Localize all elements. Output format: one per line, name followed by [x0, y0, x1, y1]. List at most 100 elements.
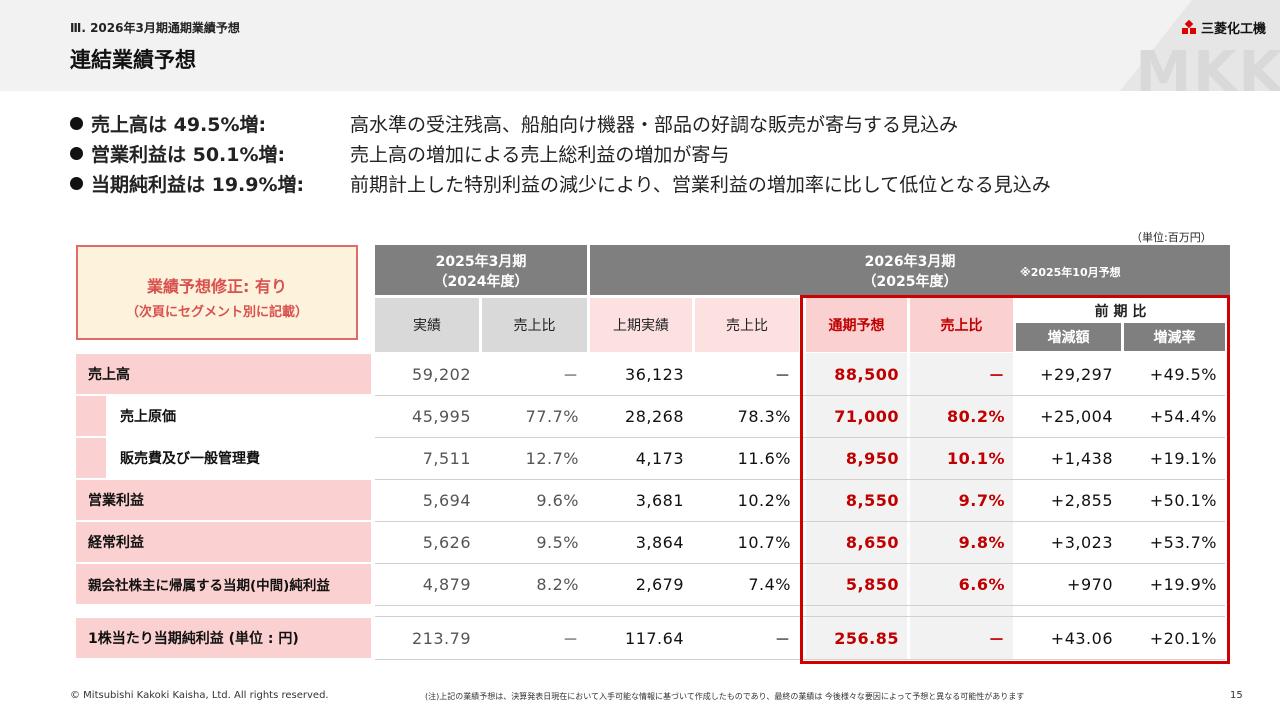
- revision-note: （次頁にセグメント別に記載）: [125, 305, 308, 320]
- cell-diff: +1,438: [1050, 448, 1113, 468]
- disclaimer-note: (注)上記の業績予想は、決算発表日現在において入手可能な情報に基づいて作成したも…: [425, 692, 1025, 701]
- cell-rate: +19.1%: [1149, 448, 1217, 468]
- summary-bullets: 売上高は 49.5%増: 高水準の受注残高、船舶向け機器・部品の好調な販売が寄与…: [70, 108, 1051, 198]
- cell-rate: +49.5%: [1149, 364, 1217, 384]
- cell-forecast: 256.85: [834, 628, 899, 648]
- revision-box: 業績予想修正: 有り （次頁にセグメント別に記載）: [76, 245, 358, 340]
- page-number: 15: [1230, 690, 1243, 701]
- row-label: 売上原価: [100, 396, 371, 436]
- cell-h1-actual: 36,123: [625, 364, 684, 384]
- cell-ratio-2: 11.6%: [737, 448, 791, 468]
- cell-diff: +43.06: [1050, 628, 1113, 648]
- bullet-desc: 前期計上した特別利益の減少により、営業利益の増加率に比して低位となる見込み: [350, 173, 1051, 196]
- cell-ratio-3: 9.7%: [958, 490, 1005, 510]
- cell-h1-actual: 4,173: [635, 448, 684, 468]
- cell-actual: 59,202: [412, 364, 471, 384]
- cell-ratio-2: 78.3%: [737, 406, 791, 426]
- cell-ratio-2: 10.7%: [737, 532, 791, 552]
- unit-note: （単位:百万円）: [1131, 231, 1212, 244]
- bullet-item: 営業利益は 50.1%増: 売上高の増加による売上総利益の増加が寄与: [70, 138, 1051, 168]
- cell-h1-actual: 3,864: [635, 532, 684, 552]
- cell-forecast: 71,000: [834, 406, 899, 426]
- cell-diff: +970: [1067, 574, 1113, 594]
- col-diff: 増減額: [1016, 323, 1121, 351]
- row-label: 販売費及び一般管理費: [100, 438, 371, 478]
- company-logo: 三菱化工機: [1181, 18, 1266, 37]
- col-h1-actual: 上期実績: [590, 298, 692, 352]
- cell-ratio-1: 9.5%: [536, 532, 579, 552]
- bullet-desc: 売上高の増加による売上総利益の増加が寄与: [350, 143, 730, 166]
- cell-actual: 7,511: [422, 448, 471, 468]
- cell-actual: 45,995: [412, 406, 471, 426]
- cell-ratio-3: 10.1%: [946, 448, 1005, 468]
- bullet-dot-icon: [70, 116, 83, 130]
- row-label: 売上高: [76, 354, 371, 394]
- cell-forecast: 5,850: [845, 574, 899, 594]
- three-diamonds-icon: [1181, 21, 1196, 35]
- cell-forecast: 8,650: [845, 532, 899, 552]
- col-actual: 実績: [375, 298, 479, 352]
- cell-ratio-2: －: [774, 366, 791, 385]
- group-header-fy2025: 2025年3月期 （2024年度）: [375, 245, 587, 295]
- revision-title: 業績予想修正: 有り: [147, 277, 287, 296]
- cell-ratio-1: 12.7%: [525, 448, 579, 468]
- forecast-col-bg: [806, 353, 907, 660]
- col-ratio-2: 売上比: [695, 298, 799, 352]
- cell-ratio-2: 7.4%: [748, 574, 791, 594]
- cell-ratio-3: －: [988, 630, 1005, 649]
- row-label: 1株当たり当期純利益 (単位 : 円): [76, 618, 371, 658]
- cell-rate: +19.9%: [1149, 574, 1217, 594]
- cell-diff: +2,855: [1050, 490, 1113, 510]
- cell-rate: +54.4%: [1149, 406, 1217, 426]
- watermark: MKK: [1135, 40, 1280, 91]
- row-label: 経常利益: [76, 522, 371, 562]
- cell-actual: 4,879: [422, 574, 471, 594]
- cell-diff: +25,004: [1040, 406, 1113, 426]
- col-ratio-3: 売上比: [910, 298, 1013, 352]
- bullet-desc: 高水準の受注残高、船舶向け機器・部品の好調な販売が寄与する見込み: [350, 113, 959, 136]
- cell-ratio-1: －: [562, 630, 579, 649]
- copyright: © Mitsubishi Kakoki Kaisha, Ltd. All rig…: [70, 690, 329, 701]
- cell-h1-actual: 2,679: [635, 574, 684, 594]
- cell-ratio-3: 6.6%: [958, 574, 1005, 594]
- cell-ratio-3: 80.2%: [946, 406, 1005, 426]
- cell-ratio-1: 9.6%: [536, 490, 579, 510]
- cell-ratio-2: －: [774, 630, 791, 649]
- bullet-key: 売上高は 49.5%増:: [91, 113, 267, 136]
- cell-ratio-1: 77.7%: [525, 406, 579, 426]
- cell-diff: +29,297: [1040, 364, 1113, 384]
- cell-forecast: 8,550: [845, 490, 899, 510]
- cell-rate: +50.1%: [1149, 490, 1217, 510]
- group-fy2026-line1: 2026年3月期: [864, 254, 956, 270]
- cell-ratio-1: 8.2%: [536, 574, 579, 594]
- col-ratio-1: 売上比: [482, 298, 587, 352]
- cell-actual: 5,626: [422, 532, 471, 552]
- page-title: 連結業績予想: [70, 48, 196, 72]
- col-forecast: 通期予想: [806, 298, 907, 352]
- group-fy2026-line2: （2025年度）: [862, 274, 958, 290]
- cell-actual: 213.79: [412, 628, 471, 648]
- cell-diff: +3,023: [1050, 532, 1113, 552]
- bullet-key: 営業利益は 50.1%増:: [91, 143, 286, 166]
- col-rate: 増減率: [1124, 323, 1225, 351]
- indent-bar: [76, 438, 100, 478]
- header-band: MKK Ⅲ. 2026年3月期通期業績予想 連結業績予想 三菱化工機: [0, 0, 1280, 91]
- cell-h1-actual: 3,681: [635, 490, 684, 510]
- cell-rate: +53.7%: [1149, 532, 1217, 552]
- logo-text: 三菱化工機: [1200, 22, 1266, 37]
- cell-ratio-3: －: [988, 366, 1005, 385]
- col-yoy-group: 前 期 比: [1094, 304, 1147, 320]
- cell-rate: +20.1%: [1149, 628, 1217, 648]
- group-fy2025-line2: （2024年度）: [433, 274, 529, 290]
- bullet-dot-icon: [70, 146, 83, 160]
- bullet-key: 当期純利益は 19.9%増:: [91, 173, 305, 196]
- cell-h1-actual: 28,268: [625, 406, 684, 426]
- row-label: 親会社株主に帰属する当期(中間)純利益: [76, 564, 371, 604]
- cell-forecast: 88,500: [834, 364, 899, 384]
- cell-ratio-3: 9.8%: [958, 532, 1005, 552]
- cell-h1-actual: 117.64: [625, 628, 684, 648]
- row-label: 営業利益: [76, 480, 371, 520]
- forecast-date-note: ※2025年10月予想: [1020, 266, 1121, 279]
- indent-bar: [76, 396, 100, 436]
- bullet-item: 当期純利益は 19.9%増: 前期計上した特別利益の減少により、営業利益の増加率…: [70, 168, 1051, 198]
